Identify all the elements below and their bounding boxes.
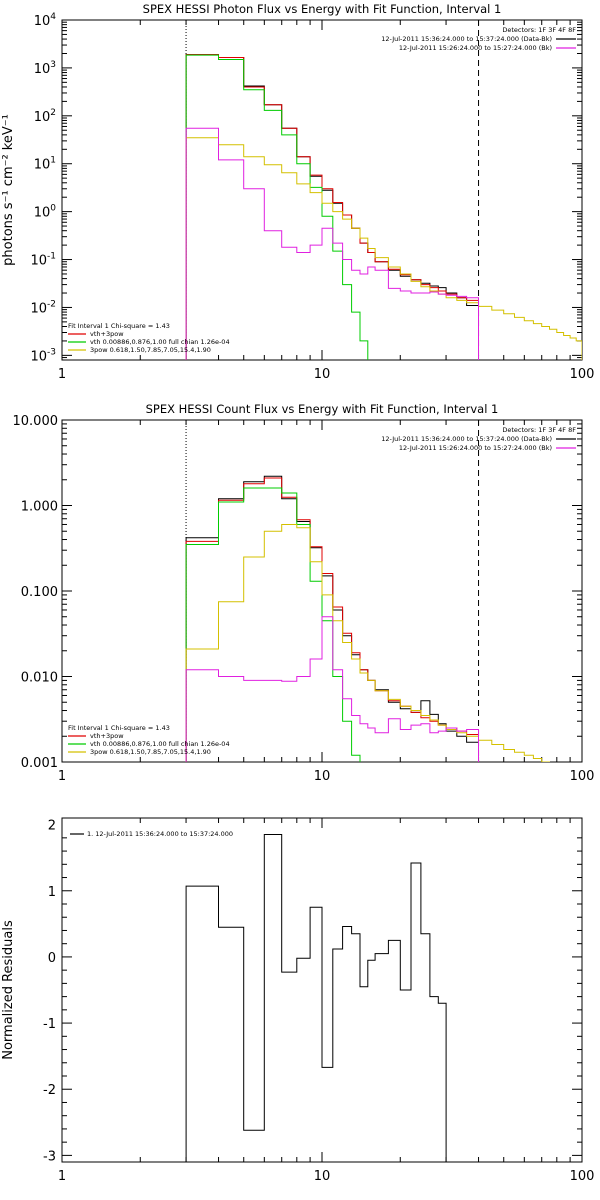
y-tick-label: 0.100	[21, 585, 58, 600]
data-series-group	[185, 475, 550, 762]
series-3-step-line	[185, 137, 582, 360]
data-series-group	[185, 834, 447, 1162]
x-tick-label: 100	[570, 367, 595, 382]
y-tick-label: -1	[43, 1017, 56, 1032]
legend-detectors: Detectors: 1F 3F 4F 8F	[502, 26, 576, 34]
legend-entry-text: 3pow 0.618,1.50,7.85,7.05,15.4,1.90	[90, 346, 211, 354]
y-tick-label: 103	[34, 60, 56, 77]
series-2-step-line	[185, 54, 369, 360]
legend-entry-text: vth 0.00886,0.876,1.00 full chian 1.26e-…	[90, 338, 230, 346]
series-2-step-line	[185, 487, 361, 762]
count-flux-panel: SPEX HESSI Count Flux vs Energy with Fit…	[13, 402, 595, 784]
chart-title: SPEX HESSI Count Flux vs Energy with Fit…	[146, 402, 499, 416]
y-tick-label: 2	[48, 819, 56, 834]
legend-entry-text: vth+3pow	[90, 732, 124, 740]
x-tick-label: 1	[58, 1169, 66, 1184]
legend-entry-text: 12-Jul-2011 15:36:24.000 to 15:37:24.000…	[381, 35, 552, 43]
y-tick-label: 104	[34, 12, 57, 29]
y-tick-label: 10-3	[30, 347, 56, 364]
series-4-step-line	[185, 616, 479, 762]
y-tick-label: 102	[34, 108, 56, 125]
legend-entry-text: vth 0.00886,0.876,1.00 full chian 1.26e-…	[90, 740, 230, 748]
y-tick-label: 0.001	[21, 756, 58, 771]
y-axis-label: photons s⁻¹ cm⁻² keV⁻¹	[1, 114, 16, 266]
x-tick-label: 100	[570, 1169, 595, 1184]
y-tick-label: 101	[34, 156, 56, 173]
series-3-step-line	[185, 524, 550, 762]
y-tick-label: 10-1	[30, 252, 56, 269]
legend-entry-text: 3pow 0.618,1.50,7.85,7.05,15.4,1.90	[90, 748, 211, 756]
y-tick-label: -3	[43, 1149, 56, 1164]
y-tick-label: 1.000	[21, 500, 58, 515]
y-tick-label: 100	[34, 204, 57, 221]
y-tick-label: 0.010	[21, 671, 58, 686]
photon-flux-panel: SPEX HESSI Photon Flux vs Energy with Fi…	[1, 2, 595, 382]
legend-detectors: Detectors: 1F 3F 4F 8F	[502, 426, 576, 434]
legend-fit-header: Fit Interval 1 Chi-square = 1.43	[68, 322, 170, 330]
legend-entry-text: 1. 12-Jul-2011 15:36:24.000 to 15:37:24.…	[87, 830, 233, 838]
x-tick-label: 100	[570, 769, 595, 784]
residuals-panel: 1 10 100 -3 -2 -1 0 1 2 Normalized Residuals 1. 12…	[1, 817, 595, 1184]
data-series-group	[185, 54, 582, 360]
y-tick-label: 10.000	[13, 414, 59, 429]
chart-title: SPEX HESSI Photon Flux vs Energy with Fi…	[143, 2, 502, 16]
x-tick-label: 10	[314, 1169, 331, 1184]
x-tick-label: 1	[58, 769, 66, 784]
y-tick-label: -2	[43, 1083, 56, 1098]
series-0-step-line	[185, 834, 447, 1162]
x-tick-label: 10	[314, 367, 331, 382]
legend-entry-text: 12-Jul-2011 15:26:24.000 to 15:27:24.000…	[399, 444, 552, 452]
legend-entry-text: 12-Jul-2011 15:26:24.000 to 15:27:24.000…	[399, 44, 552, 52]
y-tick-label: 10-2	[30, 299, 56, 316]
x-tick-label: 1	[58, 367, 66, 382]
y-tick-label: 0	[48, 951, 56, 966]
y-tick-label: 1	[48, 885, 56, 900]
x-tick-label: 10	[314, 769, 331, 784]
legend-fit-header: Fit Interval 1 Chi-square = 1.43	[68, 724, 170, 732]
y-axis-label: Normalized Residuals	[1, 920, 16, 1060]
series-4-step-line	[185, 127, 479, 360]
legend-entry-text: 12-Jul-2011 15:36:24.000 to 15:37:24.000…	[381, 435, 552, 443]
series-1-step-line	[185, 54, 479, 360]
legend-entry-text: vth+3pow	[90, 330, 124, 338]
